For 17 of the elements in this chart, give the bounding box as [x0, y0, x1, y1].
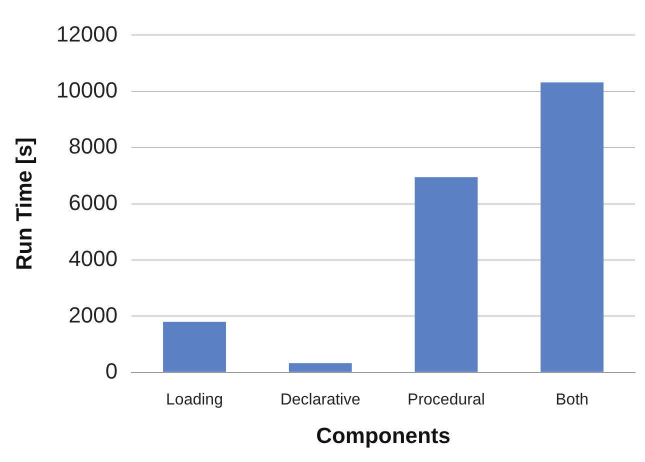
x-tick-label: Declarative — [280, 391, 360, 408]
y-tick-label: 10000 — [56, 77, 118, 102]
bar — [288, 363, 352, 372]
y-tick-label: 4000 — [68, 246, 118, 272]
y-tick-label: 2000 — [68, 302, 118, 328]
y-tick-label: 12000 — [56, 21, 118, 46]
x-tick-label: Procedural — [408, 391, 485, 408]
y-tick-label: 6000 — [68, 190, 118, 215]
y-axis-title: Run Time [s] — [11, 137, 36, 270]
x-axis-title: Components — [316, 422, 451, 448]
y-tick-label: 8000 — [68, 134, 118, 159]
x-tick-label: Loading — [166, 391, 223, 408]
bar — [540, 82, 604, 372]
x-tick-label: Both — [556, 391, 589, 408]
y-tick-label: 0 — [105, 358, 118, 384]
bar — [414, 177, 478, 372]
bar — [163, 322, 226, 372]
